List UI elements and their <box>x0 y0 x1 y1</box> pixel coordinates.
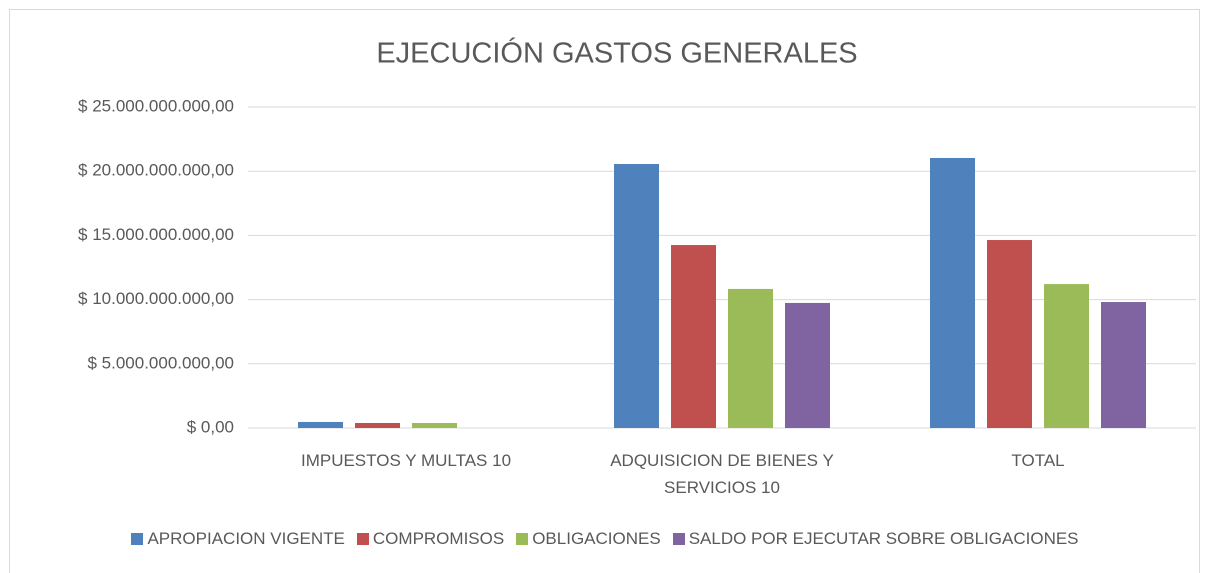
bar <box>1044 284 1089 428</box>
bar <box>930 157 975 428</box>
x-tick-label: TOTAL <box>1011 451 1065 470</box>
bar <box>987 240 1032 428</box>
legend-item: OBLIGACIONES <box>516 529 661 549</box>
legend: APROPIACION VIGENTE COMPROMISOS OBLIGACION… <box>0 529 1210 549</box>
bar <box>785 302 830 428</box>
chart-frame <box>9 9 1200 573</box>
legend-label: SALDO POR EJECUTAR SOBRE OBLIGACIONES <box>688 529 1079 548</box>
bar <box>728 288 773 428</box>
legend-item: COMPROMISOS <box>356 529 505 549</box>
legend-swatch <box>131 533 144 545</box>
bar <box>1101 302 1146 428</box>
y-tick-label: $ 10.000.000.000,00 <box>78 289 234 308</box>
y-tick-label: $ 0,00 <box>187 417 234 436</box>
legend-item: SALDO POR EJECUTAR SOBRE OBLIGACIONES <box>672 529 1079 549</box>
legend-item: APROPIACION VIGENTE <box>131 529 345 549</box>
legend-label: OBLIGACIONES <box>532 529 661 548</box>
legend-swatch <box>672 533 685 545</box>
bar <box>614 164 659 429</box>
bar <box>355 422 400 428</box>
legend-label: COMPROMISOS <box>372 529 505 548</box>
x-tick-label: ADQUISICION DE BIENES Y SERVICIOS 10 <box>610 451 834 497</box>
legend-label: APROPIACION VIGENTE <box>147 529 345 548</box>
bar <box>671 245 716 428</box>
y-tick-label: $ 15.000.000.000,00 <box>78 225 234 244</box>
x-tick-label: IMPUESTOS Y MULTAS 10 <box>300 451 512 470</box>
y-tick-label: $ 5.000.000.000,00 <box>87 353 234 372</box>
bar <box>412 422 457 428</box>
bar <box>298 421 343 428</box>
chart-title: EJECUCIÓN GASTOS GENERALES <box>376 37 857 70</box>
y-tick-label: $ 20.000.000.000,00 <box>78 161 234 180</box>
y-tick-label: $ 25.000.000.000,00 <box>78 96 234 115</box>
legend-swatch <box>356 533 369 545</box>
legend-swatch <box>516 533 529 545</box>
